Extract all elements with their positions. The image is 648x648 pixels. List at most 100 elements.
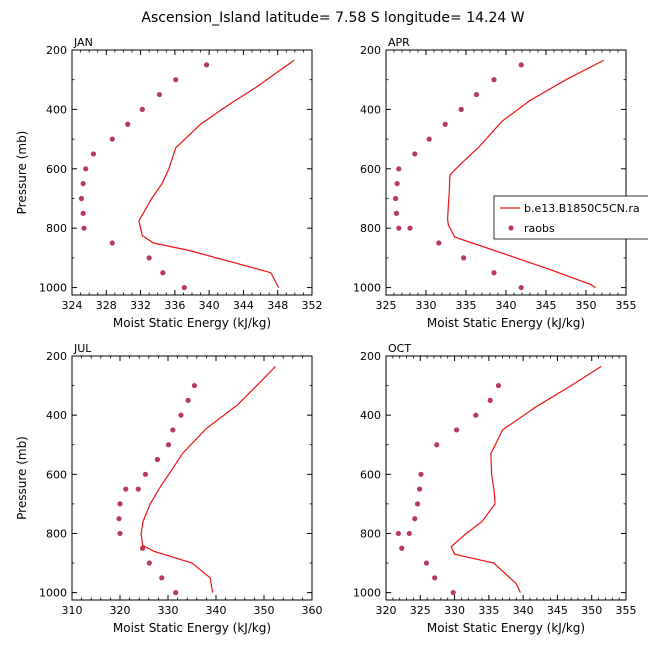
raobs-point [518,284,524,291]
plot-frame [385,49,627,296]
panel-label: OCT [388,342,411,355]
raobs-point [436,240,442,246]
x-tick-label: 344 [233,299,254,312]
raobs-point [393,195,399,202]
raobs-point [109,136,115,142]
y-tick-label: 600 [46,468,67,481]
raobs-point [406,530,412,537]
raobs-point [80,181,86,187]
panel-label: JUL [73,342,92,355]
x-tick-label: 350 [254,604,275,617]
panel-label: JAN [73,36,93,49]
x-tick-label: 335 [456,299,477,312]
raobs-point [399,545,405,551]
raobs-point [165,442,172,448]
y-axis-label: Pressure (mb) [15,131,29,215]
y-tick-label: 200 [360,44,381,57]
raobs-point [173,77,179,83]
raobs-point [203,62,210,68]
y-tick-label: 800 [360,527,381,540]
plot-frame [71,355,313,601]
y-tick-label: 400 [46,103,67,116]
x-axis-label: Moist Static Energy (kJ/kg) [427,316,585,330]
raobs-point [393,210,399,216]
raobs-point [146,255,152,261]
plot-frame [385,355,627,601]
y-axis-label: Pressure (mb) [15,436,29,520]
y-tick-label: 400 [360,409,381,422]
raobs-point [414,501,421,507]
y-tick-label: 200 [46,44,67,57]
model-line [140,365,276,593]
raobs-point [117,530,123,537]
raobs-point [417,486,423,492]
x-tick-label: 328 [96,299,117,312]
raobs-point [487,397,493,403]
raobs-point [395,530,401,537]
y-tick-label: 1000 [353,282,381,295]
y-tick-label: 600 [360,163,381,176]
y-tick-label: 800 [46,527,67,540]
raobs-point [123,486,129,492]
x-tick-label: 310 [62,604,83,617]
x-tick-label: 335 [478,604,499,617]
legend-model-label: b.e13.B1850C5CN.ra [524,202,640,215]
raobs-point [396,166,402,172]
model-line [450,365,602,593]
x-tick-label: 340 [513,604,534,617]
raobs-point [146,560,152,566]
y-tick-label: 800 [46,222,67,235]
raobs-point [80,210,86,216]
x-tick-label: 330 [416,299,437,312]
panel-apr: 325 330 335 340 345 350 355 200 400 600 800 1000 APR… [353,36,637,330]
x-tick-label: 340 [496,299,517,312]
raobs-point [170,427,176,433]
y-tick-label: 1000 [39,282,67,295]
raobs-point [412,151,418,157]
panel-label: APR [388,36,410,49]
raobs-point [412,516,418,522]
raobs-point [426,136,432,142]
y-tick-label: 200 [46,350,67,363]
raobs-point [442,121,448,127]
raobs-point [423,560,430,566]
x-tick-label: 340 [206,604,227,617]
raobs-point [173,590,179,596]
raobs-point [418,471,424,477]
x-tick-label: 348 [267,299,288,312]
x-tick-label: 325 [376,299,397,312]
y-tick-label: 800 [360,222,381,235]
x-tick-label: 352 [302,299,323,312]
raobs-point [495,382,502,389]
plot-frame [71,49,313,296]
raobs-point [434,442,440,448]
raobs-point [154,456,161,463]
raobs-point [142,471,149,477]
x-tick-label: 350 [581,604,602,617]
panel-jul: 310 320 330 340 350 360 200 400 600 800 1000 JUL Moi… [15,342,323,635]
raobs-point [396,225,402,231]
raobs-point [191,382,197,389]
raobs-point [135,486,141,492]
raobs-point [432,575,438,581]
raobs-point [394,181,400,187]
x-tick-label: 330 [158,604,179,617]
raobs-point [458,106,464,112]
raobs-point [450,590,456,596]
legend-obs-swatch [508,225,514,231]
legend-obs-label: raobs [524,222,555,235]
raobs-point [178,412,184,418]
raobs-point [407,225,413,231]
x-tick-label: 345 [536,299,557,312]
x-tick-label: 350 [576,299,597,312]
raobs-point [156,91,163,98]
x-tick-label: 324 [62,299,83,312]
y-tick-label: 1000 [353,587,381,600]
y-tick-label: 600 [46,163,67,176]
raobs-point [461,255,467,261]
legend: b.e13.B1850C5CN.ra raobs [493,195,648,240]
raobs-point [109,240,115,246]
raobs-point [454,427,460,433]
raobs-point [90,151,97,157]
